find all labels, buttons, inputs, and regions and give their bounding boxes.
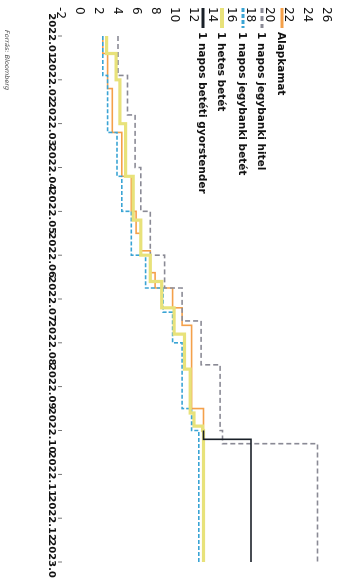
value-tick-label: 12	[187, 7, 201, 22]
value-tick-label: 24	[301, 7, 315, 22]
date-tick-label: 2022.01	[46, 13, 57, 59]
legend-label: 1 napos betéti gyorstender	[196, 32, 208, 194]
value-tick-label: 20	[263, 7, 277, 22]
legend-label: 1 napos jegybanki betét	[236, 32, 248, 175]
value-tick-label: -2	[54, 7, 68, 19]
date-tick-label: 2022.04	[46, 145, 57, 191]
date-tick-label: 2022.10	[46, 408, 57, 454]
date-tick-label: 2022.06	[46, 232, 57, 278]
legend-label: Alapkamat	[275, 32, 287, 95]
value-tick-label: 8	[149, 7, 163, 15]
series-line	[102, 36, 205, 562]
date-tick-label: 2022.05	[46, 189, 57, 235]
value-axis: -2 0 2 4 6 8 10 12 14 16 18 20 22 24 26	[54, 7, 334, 22]
date-tick-label: 2022.12	[46, 495, 57, 541]
value-tick-label: 6	[130, 7, 144, 15]
date-tick-label: 2022.08	[46, 320, 57, 366]
date-tick-label: 2022.07	[46, 276, 57, 322]
legend-label: 1 hetes betét	[215, 32, 227, 111]
series-line	[117, 36, 319, 562]
date-tick-label: 2022.09	[46, 364, 57, 410]
value-tick-label: 16	[225, 7, 239, 22]
series-line	[202, 430, 252, 562]
series-line	[105, 36, 206, 562]
source-note: Forrás: Bloomberg	[3, 30, 11, 90]
value-tick-label: 22	[282, 7, 296, 22]
date-tick-label: 2022.02	[46, 57, 57, 103]
legend: Alapkamat 1 napos jegybanki hitel 1 napos …	[196, 8, 287, 194]
date-axis: 2022.012022.022022.032022.042022.052022.…	[46, 13, 62, 578]
legend-label: 1 napos jegybanki hitel	[255, 32, 267, 170]
date-tick-label: 2022.11	[46, 452, 57, 498]
date-tick-label: 2022.03	[46, 101, 57, 147]
plot-area	[102, 36, 319, 562]
value-tick-label: 14	[206, 7, 220, 22]
value-tick-label: 18	[244, 7, 258, 22]
value-tick-label: 2	[92, 7, 106, 15]
series-line	[102, 36, 200, 562]
value-tick-label: 10	[168, 7, 182, 22]
value-tick-label: 4	[111, 7, 125, 15]
value-tick-label: 0	[73, 7, 87, 15]
date-tick-label: 2023.01	[46, 539, 57, 578]
value-tick-label: 26	[320, 7, 334, 22]
